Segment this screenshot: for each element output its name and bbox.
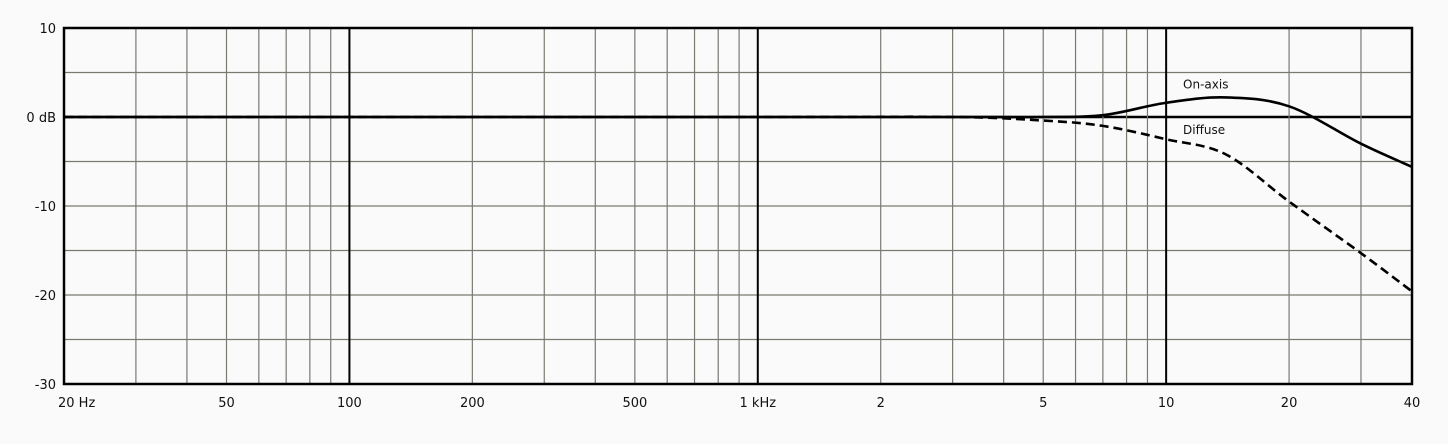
x-tick-label: 100 <box>337 396 362 411</box>
x-tick-label: 2 <box>877 396 885 411</box>
curves <box>64 96 1413 293</box>
x-tick-label: 20 Hz <box>58 396 95 411</box>
x-tick-label: 10 <box>1158 396 1175 411</box>
y-tick-label: -30 <box>35 378 56 393</box>
series-labels: On-axis Diffuse <box>1183 78 1228 137</box>
y-tick-label: 0 dB <box>26 111 56 126</box>
x-tick-label: 1 kHz <box>740 396 777 411</box>
x-tick-label: 200 <box>460 396 485 411</box>
x-tick-label: 20 <box>1281 396 1298 411</box>
grid <box>62 26 1414 386</box>
y-tick-label: -20 <box>35 289 56 304</box>
series-label-diffuse: Diffuse <box>1183 123 1225 137</box>
plot-frame <box>62 26 1414 386</box>
y-tick-label: 10 <box>39 22 56 37</box>
x-tick-label: 500 <box>622 396 647 411</box>
y-tick-label: -10 <box>35 200 56 215</box>
x-tick-label: 50 <box>218 396 235 411</box>
x-tick-label: 40 <box>1404 396 1421 411</box>
series-line-diffuse <box>64 115 1413 293</box>
x-tick-label: 5 <box>1039 396 1047 411</box>
tick-labels: 20 Hz 50 100 200 500 1 kHz 2 5 10 20 40 10 0 dB -10 -2… <box>26 22 1420 411</box>
series-label-on-axis: On-axis <box>1183 78 1228 92</box>
